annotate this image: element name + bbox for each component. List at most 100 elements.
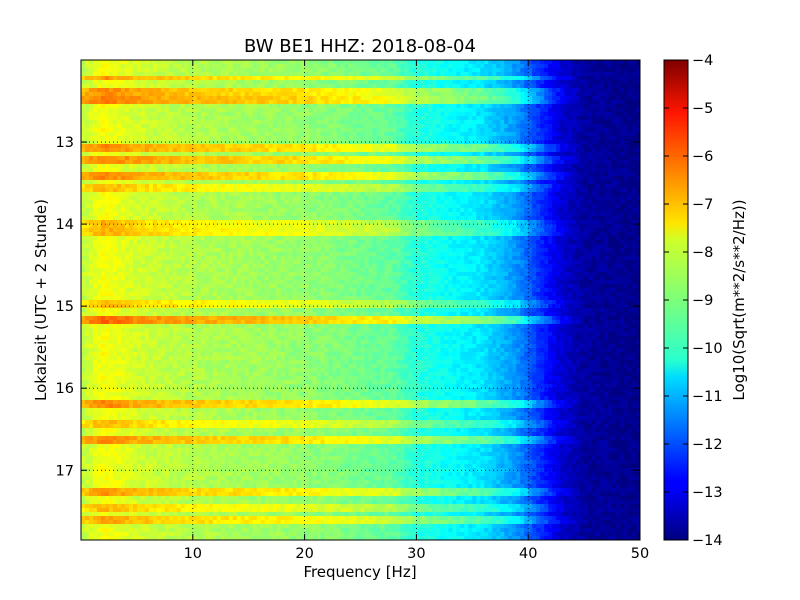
heatmap-cell [364,160,370,165]
heatmap-cell [404,116,410,121]
heatmap-cell [396,196,402,201]
heatmap-cell [332,104,338,109]
heatmap-cell [604,76,609,81]
heatmap-cell [604,124,609,129]
heatmap-cell [396,116,402,121]
heatmap-cell [204,60,210,65]
heatmap-cell [104,92,110,97]
heatmap-cell [504,84,509,89]
heatmap-cell [636,180,640,185]
heatmap-cell [536,108,541,113]
heatmap-cell [568,176,573,181]
heatmap-cell [468,152,473,157]
heatmap-cell [284,100,290,105]
heatmap-cell [432,96,437,101]
heatmap-cell [200,68,206,73]
heatmap-cell [436,84,441,89]
heatmap-cell [524,64,529,69]
heatmap-cell [364,180,370,185]
heatmap-cell [200,176,206,181]
heatmap-cell [604,196,609,201]
heatmap-cell [304,92,310,97]
heatmap-cell [628,188,633,193]
heatmap-cell [148,80,154,85]
heatmap-cell [444,92,449,97]
heatmap-cell [628,168,633,173]
heatmap-cell [408,140,413,145]
heatmap-cell [484,176,489,181]
heatmap-cell [304,168,310,173]
heatmap-cell [392,84,398,89]
heatmap-cell [452,120,457,125]
heatmap-cell [488,140,493,145]
heatmap-cell [324,160,330,165]
heatmap-cell [516,64,521,69]
heatmap-cell [200,156,206,161]
heatmap-cell [504,152,509,157]
heatmap-cell [320,136,326,141]
heatmap-cell [296,180,302,185]
heatmap-cell [124,100,130,105]
heatmap-cell [612,180,617,185]
heatmap-cell [152,124,158,129]
heatmap-cell [320,148,326,153]
heatmap-cell [284,76,290,81]
heatmap-cell [348,132,354,137]
heatmap-cell [192,180,198,185]
heatmap-cell [204,168,210,173]
heatmap-cell [332,176,338,181]
heatmap-cell [132,128,138,133]
heatmap-cell [444,104,449,109]
heatmap-cell [476,192,481,197]
heatmap-cell [512,112,517,117]
heatmap-cell [556,176,561,181]
heatmap-cell [148,136,154,141]
heatmap-cell [592,148,597,153]
heatmap-cell [412,180,417,185]
heatmap-cell [480,68,485,73]
heatmap-cell [220,160,226,165]
heatmap-cell [256,168,262,173]
heatmap-cell [556,108,561,113]
heatmap-cell [268,136,274,141]
heatmap-cell [172,156,178,161]
heatmap-cell [568,104,573,109]
heatmap-cell [388,72,394,77]
heatmap-cell [596,112,601,117]
heatmap-cell [140,180,146,185]
heatmap-cell [376,108,382,113]
heatmap-cell [456,192,461,197]
heatmap-cell [332,112,338,117]
heatmap-cell [232,184,238,189]
heatmap-cell [376,172,382,177]
heatmap-cell [448,108,453,113]
heatmap-cell [180,168,186,173]
heatmap-cell [108,128,114,133]
heatmap-cell [604,152,609,157]
heatmap-cell [160,88,166,93]
heatmap-cell [488,168,493,173]
heatmap-cell [340,152,346,157]
heatmap-cell [400,144,406,149]
heatmap-cell [228,156,234,161]
heatmap-cell [308,104,314,109]
heatmap-cell [336,124,342,129]
heatmap-cell [120,68,126,73]
heatmap-cell [504,112,509,117]
heatmap-cell [376,168,382,173]
heatmap-cell [604,128,609,133]
heatmap-cell [428,136,433,141]
heatmap-cell [124,84,130,89]
heatmap-cell [320,108,326,113]
heatmap-cell [340,72,346,77]
heatmap-cell [580,172,585,177]
heatmap-cell [116,64,122,69]
heatmap-cell [244,164,250,169]
heatmap-cell [84,132,90,137]
heatmap-cell [400,120,406,125]
heatmap-cell [472,76,477,81]
heatmap-cell [228,152,234,157]
heatmap-cell [444,96,449,101]
heatmap-cell [180,132,186,137]
heatmap-cell [624,104,629,109]
